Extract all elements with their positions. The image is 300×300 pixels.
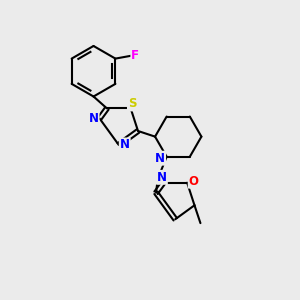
Text: N: N <box>155 152 165 165</box>
Text: N: N <box>120 138 130 152</box>
Text: N: N <box>88 112 99 125</box>
Text: O: O <box>189 175 199 188</box>
Text: N: N <box>157 171 167 184</box>
Text: F: F <box>131 49 139 62</box>
Text: S: S <box>128 98 136 110</box>
